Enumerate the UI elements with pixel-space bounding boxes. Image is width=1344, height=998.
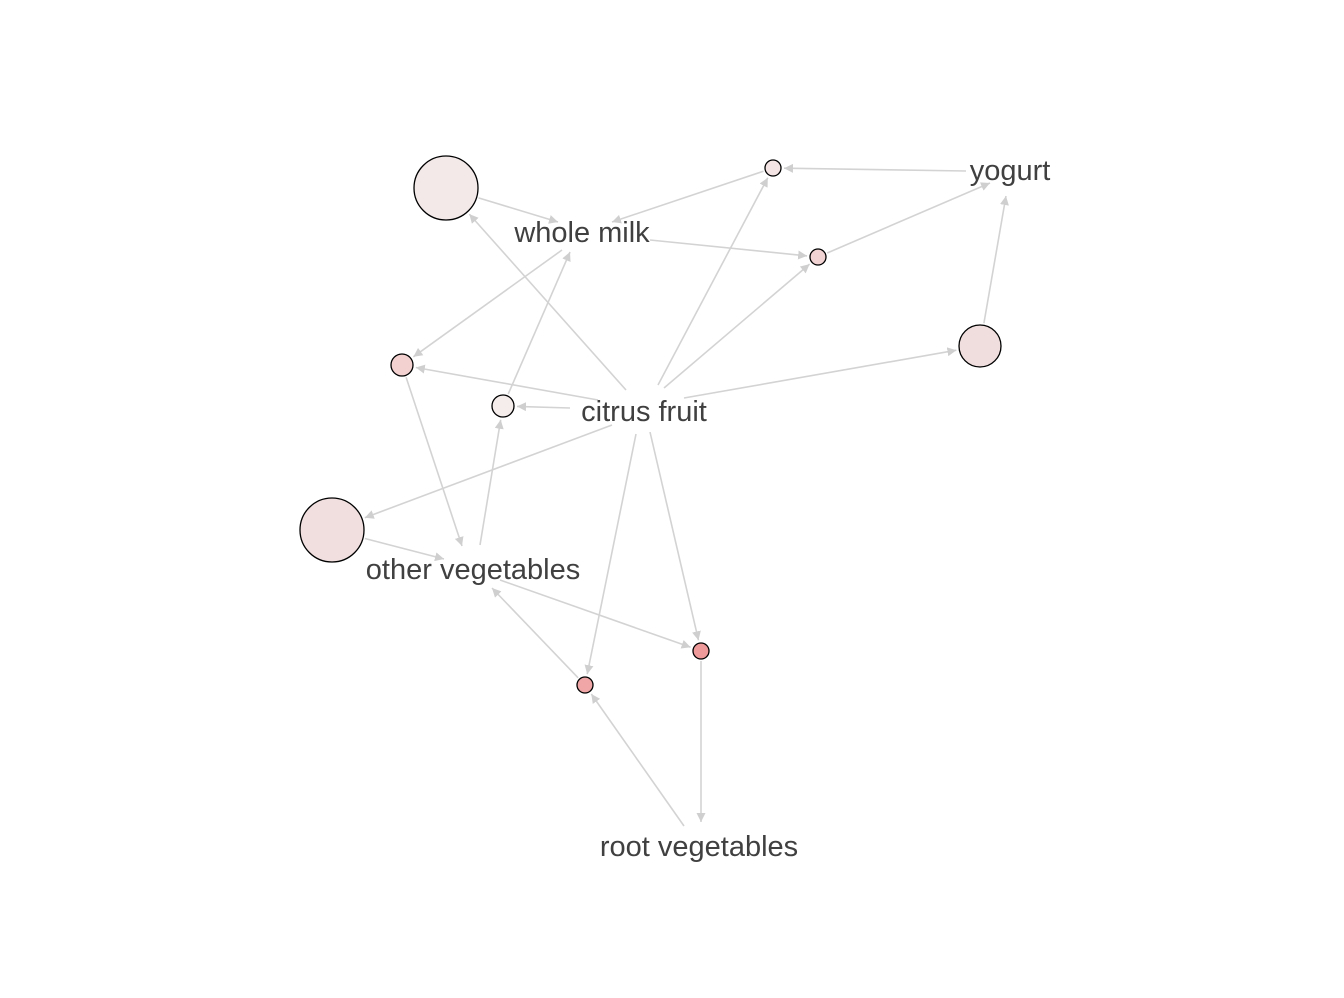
- edge-citrus-fruit-to-rule-9: [584, 433, 637, 675]
- rule-node-1: [413, 155, 479, 221]
- edge-rule-1-to-whole-milk: [478, 197, 559, 224]
- edge-layer: [364, 163, 1009, 827]
- rule-node-8: [692, 642, 710, 660]
- edge-citrus-fruit-to-rule-7: [364, 424, 613, 519]
- edge-rule-9-to-other-vegetables: [491, 587, 579, 679]
- edge-citrus-fruit-to-rule-3: [663, 263, 811, 389]
- edge-other-vegetables-to-rule-8: [499, 579, 691, 649]
- rule-node-9: [576, 676, 594, 694]
- edge-rule-6-to-whole-milk: [507, 251, 571, 395]
- item-label-root-vegetables: root vegetables: [600, 831, 798, 863]
- edge-citrus-fruit-to-rule-6: [516, 402, 571, 412]
- rule-node-4: [958, 324, 1002, 368]
- edge-whole-milk-to-rule-3: [649, 239, 808, 260]
- edge-rule-3-to-yogurt: [826, 182, 991, 254]
- rule-node-5: [390, 353, 414, 377]
- edge-rule-7-to-other-vegetables: [364, 537, 445, 562]
- label-layer: whole milk yogurt citrus fruit other veg…: [366, 155, 1051, 863]
- item-label-whole-milk: whole milk: [513, 217, 650, 249]
- edge-root-vegetables-to-rule-9: [590, 693, 685, 827]
- edge-citrus-fruit-to-rule-4: [683, 347, 957, 399]
- item-label-other-vegetables: other vegetables: [366, 554, 580, 586]
- item-label-yogurt: yogurt: [970, 155, 1051, 187]
- item-label-citrus-fruit: citrus fruit: [581, 396, 707, 428]
- node-layer: [299, 155, 1002, 694]
- edge-other-vegetables-to-rule-6: [479, 419, 504, 546]
- rule-node-7: [299, 497, 365, 563]
- edge-whole-milk-to-rule-5: [412, 249, 563, 358]
- edge-rule-2-to-whole-milk: [611, 170, 764, 224]
- edge-citrus-fruit-to-rule-2: [657, 177, 769, 386]
- edge-citrus-fruit-to-rule-5: [415, 364, 599, 401]
- rule-node-2: [764, 159, 782, 177]
- edge-rule-5-to-other-vegetables: [405, 377, 464, 547]
- rule-node-3: [809, 248, 827, 266]
- edge-citrus-fruit-to-rule-8: [649, 431, 701, 641]
- edge-rule-4-to-yogurt: [983, 195, 1009, 324]
- rule-node-6: [491, 394, 515, 418]
- edge-yogurt-to-rule-2: [783, 163, 967, 173]
